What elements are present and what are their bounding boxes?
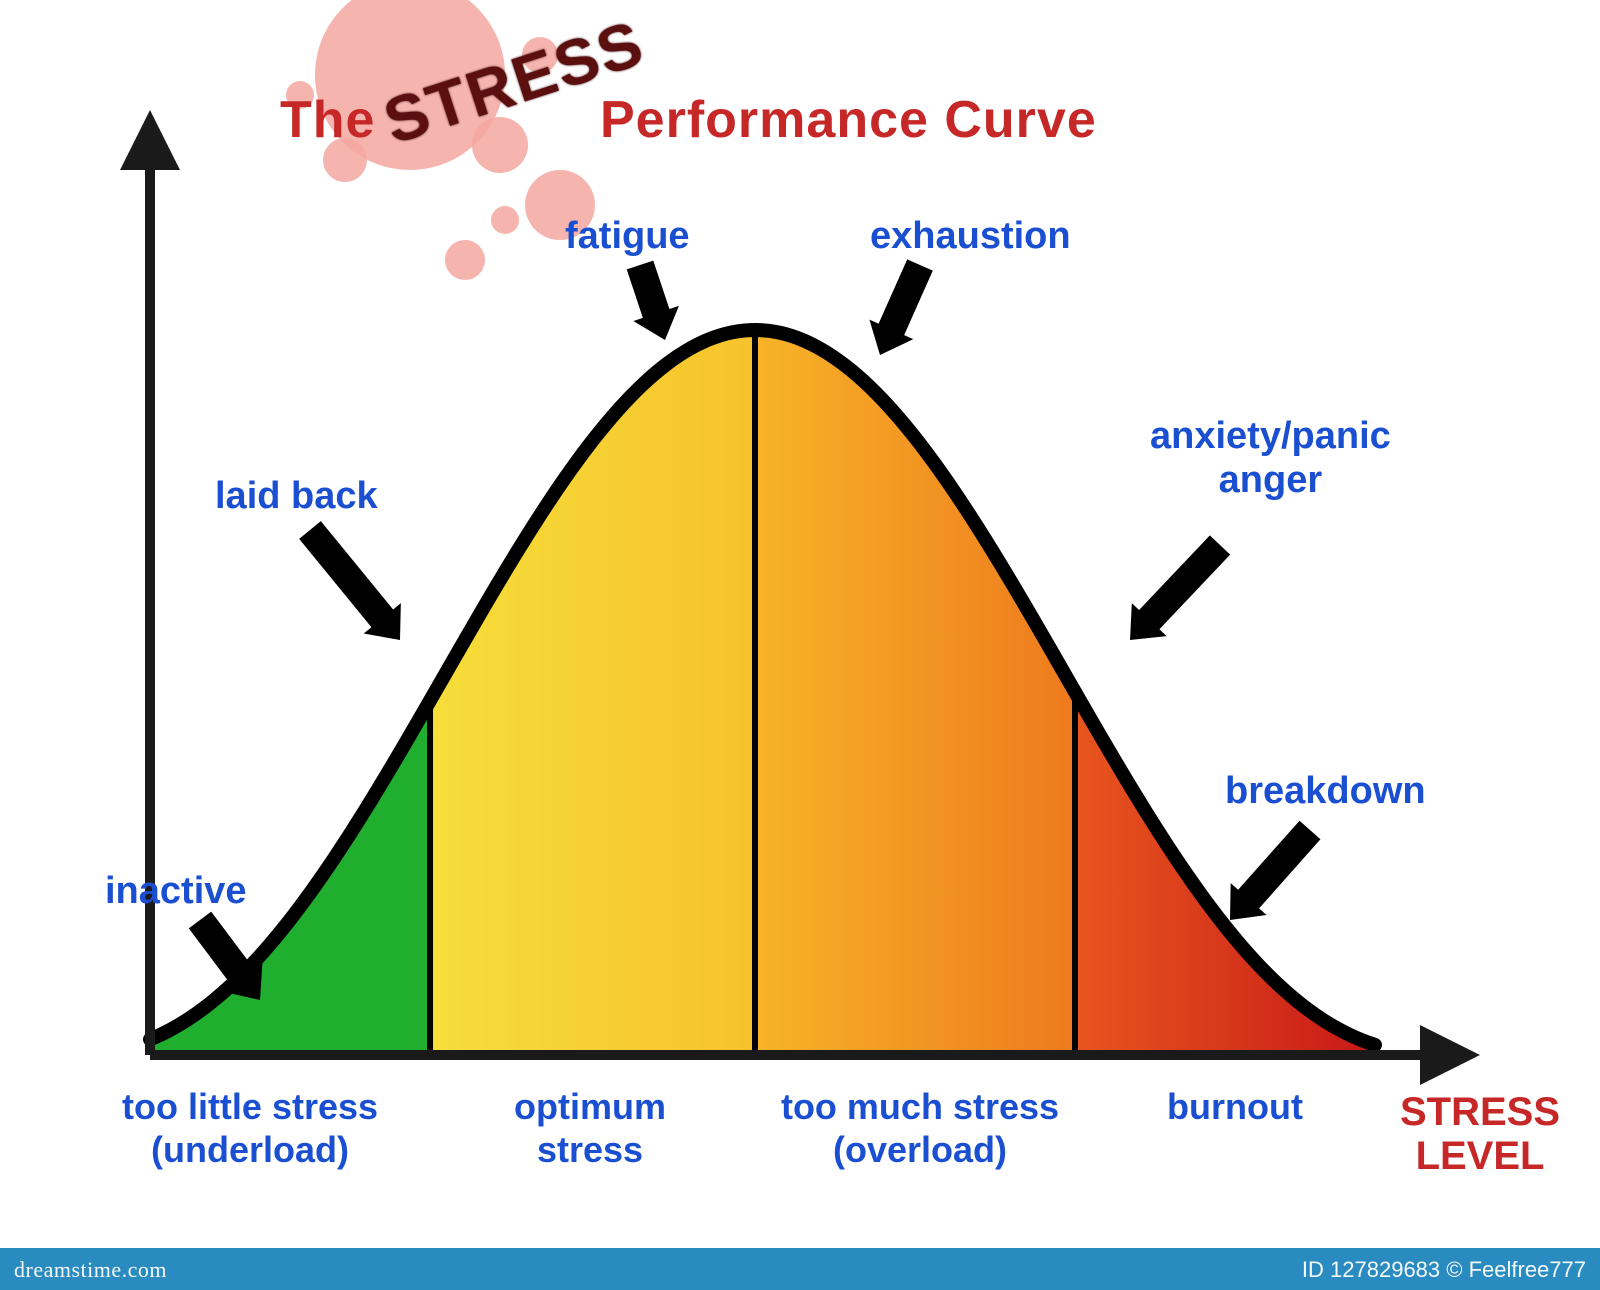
curve-segment (1075, 692, 1375, 1055)
xlabel-optimum: optimum stress (420, 1085, 760, 1171)
annotation-breakdown: breakdown (1225, 770, 1426, 814)
annotation-exhaustion: exhaustion (870, 215, 1071, 259)
xlabel-burnout: burnout (1065, 1085, 1405, 1128)
annotation-arrow-laidback (299, 521, 401, 640)
annotation-arrow-exhaustion (869, 259, 932, 355)
xlabel-overload: too much stress (overload) (750, 1085, 1090, 1171)
annotation-arrow-breakdown (1230, 821, 1320, 920)
watermark-footer: dreamstime.com ID 127829683 © Feelfree77… (0, 1248, 1600, 1290)
footer-credit: ID 127829683 © Feelfree777 (1302, 1257, 1586, 1283)
xlabel-underload: too little stress (underload) (80, 1085, 420, 1171)
annotation-inactive: inactive (105, 870, 247, 914)
annotation-fatigue: fatigue (565, 215, 690, 259)
annotation-anxiety: anxiety/panic anger (1150, 415, 1391, 502)
x-axis-title: STRESS LEVEL (1400, 1090, 1560, 1178)
stress-performance-diagram: { "canvas": { "width": 1600, "height": 1… (0, 0, 1600, 1290)
footer-brand: dreamstime.com (14, 1257, 167, 1283)
annotation-arrow-anxiety (1130, 535, 1230, 640)
annotation-laidback: laid back (215, 475, 378, 519)
annotation-arrow-fatigue (627, 261, 679, 340)
